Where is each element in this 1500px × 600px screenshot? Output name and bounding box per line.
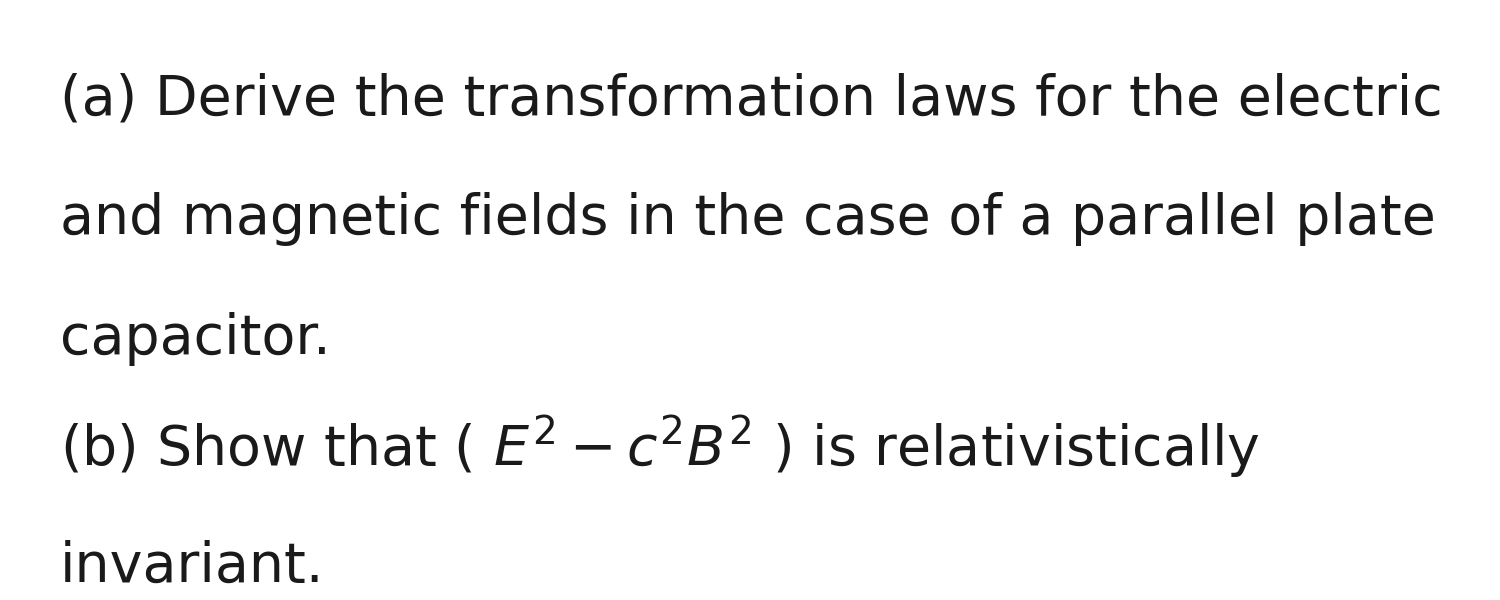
Text: and magnetic fields in the case of a parallel plate: and magnetic fields in the case of a par… [60, 192, 1436, 246]
Text: capacitor.: capacitor. [60, 312, 330, 366]
Text: invariant.: invariant. [60, 540, 324, 594]
Text: (b) Show that $( \ E^{2} - c^{2}B^{2} \ )$ is relativistically: (b) Show that $( \ E^{2} - c^{2}B^{2} \ … [60, 414, 1260, 481]
Text: (a) Derive the transformation laws for the electric: (a) Derive the transformation laws for t… [60, 72, 1443, 126]
